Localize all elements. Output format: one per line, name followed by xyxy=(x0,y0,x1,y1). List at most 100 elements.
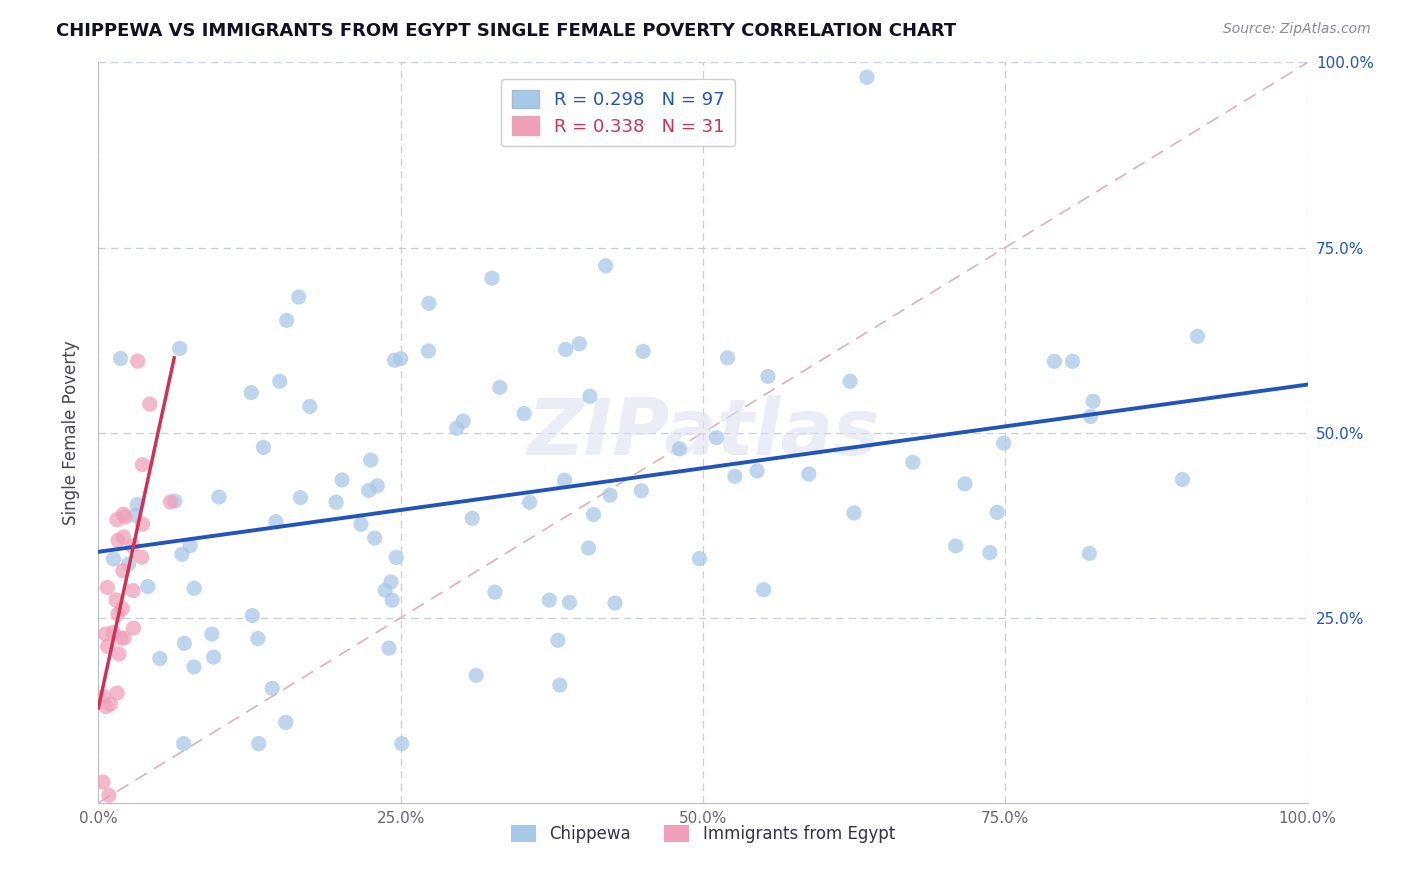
Point xyxy=(108,647,131,661)
Point xyxy=(547,633,569,648)
Point xyxy=(127,498,149,512)
Point xyxy=(240,608,263,623)
Point xyxy=(110,631,132,645)
Point xyxy=(105,686,128,700)
Legend: Chippewa, Immigrants from Egypt: Chippewa, Immigrants from Egypt xyxy=(505,819,901,850)
Point xyxy=(208,490,231,504)
Point xyxy=(357,483,380,498)
Point xyxy=(842,506,865,520)
Point xyxy=(105,593,128,607)
Point xyxy=(97,789,120,803)
Point xyxy=(599,488,621,502)
Point xyxy=(380,574,402,589)
Point xyxy=(1171,473,1194,487)
Point xyxy=(173,737,195,751)
Point xyxy=(451,414,474,428)
Point xyxy=(103,625,125,640)
Point xyxy=(797,467,820,481)
Point xyxy=(240,385,263,400)
Point xyxy=(112,508,135,522)
Point xyxy=(117,557,139,571)
Point xyxy=(93,690,115,704)
Point xyxy=(366,479,388,493)
Point xyxy=(538,593,561,607)
Point xyxy=(381,593,404,607)
Point xyxy=(287,290,309,304)
Point xyxy=(378,641,401,656)
Point xyxy=(839,375,862,389)
Point xyxy=(384,353,406,368)
Point xyxy=(716,351,738,365)
Point xyxy=(979,546,1001,560)
Point xyxy=(274,715,297,730)
Point xyxy=(461,511,484,525)
Point xyxy=(418,296,440,310)
Point xyxy=(163,494,186,508)
Point xyxy=(97,640,120,654)
Point xyxy=(745,464,768,478)
Point xyxy=(269,374,291,388)
Point xyxy=(752,582,775,597)
Point xyxy=(1043,354,1066,368)
Point xyxy=(595,259,617,273)
Point xyxy=(183,660,205,674)
Point xyxy=(360,453,382,467)
Point xyxy=(127,354,149,368)
Point xyxy=(290,491,312,505)
Point xyxy=(706,431,728,445)
Point xyxy=(568,336,591,351)
Point xyxy=(953,476,976,491)
Point xyxy=(364,531,387,545)
Point xyxy=(945,539,967,553)
Point xyxy=(1078,546,1101,560)
Point xyxy=(1080,409,1102,424)
Point xyxy=(179,539,201,553)
Point xyxy=(901,455,924,469)
Point xyxy=(391,737,413,751)
Point xyxy=(262,681,284,696)
Point xyxy=(112,631,135,645)
Point xyxy=(350,517,373,532)
Point xyxy=(519,495,541,509)
Point xyxy=(252,440,274,454)
Point xyxy=(201,627,224,641)
Point xyxy=(756,369,779,384)
Point xyxy=(122,621,145,635)
Point xyxy=(513,407,536,421)
Point xyxy=(993,436,1015,450)
Point xyxy=(111,564,134,578)
Point xyxy=(131,550,153,565)
Point xyxy=(418,343,440,358)
Y-axis label: Single Female Poverty: Single Female Poverty xyxy=(62,341,80,524)
Point xyxy=(91,775,114,789)
Point xyxy=(131,458,153,472)
Point xyxy=(579,389,602,403)
Point xyxy=(298,400,321,414)
Point xyxy=(578,541,600,555)
Point xyxy=(374,583,396,598)
Point xyxy=(105,513,128,527)
Point xyxy=(183,582,205,596)
Point xyxy=(124,508,146,523)
Point xyxy=(112,530,135,544)
Point xyxy=(247,737,270,751)
Point xyxy=(170,548,193,562)
Point xyxy=(94,699,117,714)
Point xyxy=(548,678,571,692)
Point xyxy=(103,552,125,566)
Point xyxy=(856,70,879,85)
Point xyxy=(264,515,287,529)
Point xyxy=(136,580,159,594)
Point xyxy=(558,595,581,609)
Point xyxy=(389,351,412,366)
Point xyxy=(110,351,132,366)
Point xyxy=(446,421,468,435)
Text: CHIPPEWA VS IMMIGRANTS FROM EGYPT SINGLE FEMALE POVERTY CORRELATION CHART: CHIPPEWA VS IMMIGRANTS FROM EGYPT SINGLE… xyxy=(56,22,956,40)
Point xyxy=(173,636,195,650)
Point xyxy=(630,483,652,498)
Point xyxy=(96,581,118,595)
Point xyxy=(149,651,172,665)
Point xyxy=(330,473,353,487)
Point xyxy=(385,550,408,565)
Point xyxy=(554,473,576,487)
